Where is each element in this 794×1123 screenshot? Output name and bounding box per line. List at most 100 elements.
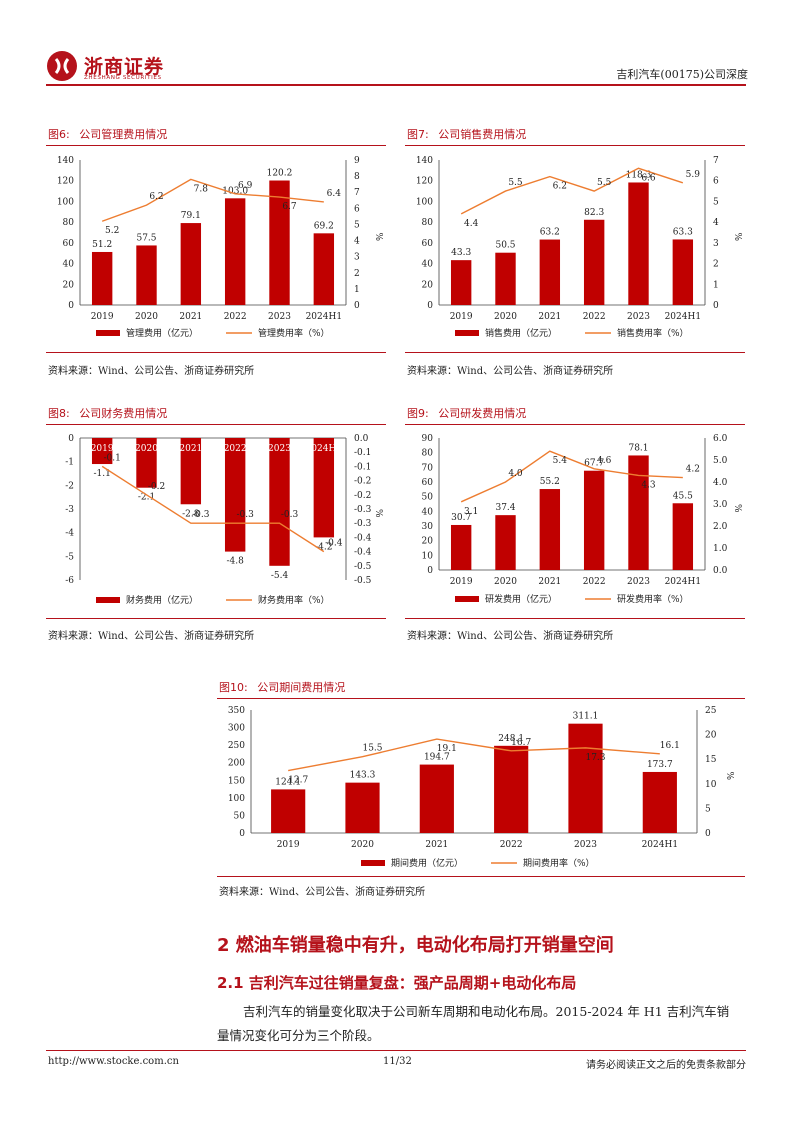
- y-right-tick-label: 4: [713, 218, 719, 228]
- x-tick-label: 2022: [500, 840, 523, 850]
- y-right-tick-label: 5: [713, 197, 719, 207]
- y-left-tick-label: 60: [422, 478, 434, 488]
- line-series: [101, 178, 324, 222]
- y-left-tick-label: 0: [68, 301, 74, 311]
- logo-subtitle: ZHESHANG SECURITIES: [84, 75, 162, 81]
- figure-10-label: 图10:: [219, 681, 248, 694]
- y-right-tick-label: -0.2: [354, 491, 371, 501]
- figure-9-title-text: 公司研发费用情况: [438, 407, 527, 420]
- bar-data-label: 120.2: [267, 169, 293, 179]
- y-left-tick-label: 120: [416, 177, 433, 187]
- bar: [495, 515, 516, 570]
- x-tick-label: 2022: [583, 577, 606, 587]
- bar-data-label: 57.5: [136, 233, 156, 243]
- figure-9-chart: 0 10 20 30 40 50 60 70 80 90 0.0 1.0 2.0 3.0 4.0 5.0 6.0…: [405, 428, 745, 616]
- y-left-tick-label: 10: [422, 551, 434, 561]
- y-left-tick-label: 80: [63, 218, 75, 228]
- body-paragraph: 吉利汽车的销量变化取决于公司新车周期和电动化布局。2015-2024 年 H1 …: [217, 1000, 747, 1048]
- footer-url[interactable]: http://www.stocke.com.cn: [48, 1056, 179, 1067]
- y-left-tick-label: -1: [65, 458, 74, 468]
- footer-disclaimer: 请务必阅读正文之后的免责条款部分: [586, 1060, 746, 1071]
- figure-7-title: 图7: 公司销售费用情况: [407, 126, 526, 142]
- line-data-label: 6.2: [149, 192, 163, 202]
- figure-10-chart-svg: 0 50 100 150 200 250 300 350 0 5 10 15 20 25% 2019 124.…: [228, 706, 734, 869]
- y-right-tick-label: 6: [713, 177, 719, 187]
- y-right-tick-label: 3: [354, 253, 360, 263]
- y-right-tick-label: 25: [705, 706, 717, 716]
- figure-10-title: 图10: 公司期间费用情况: [219, 679, 345, 695]
- bar: [450, 260, 472, 305]
- x-tick-label: 2020: [351, 840, 374, 850]
- x-tick-label: 2024H1: [306, 312, 342, 322]
- y-left-tick-label: 0: [239, 829, 245, 839]
- bar-data-label: -4.8: [226, 557, 244, 567]
- figure-7-bottom-rule: [405, 352, 745, 353]
- bar-data-label: 78.1: [628, 443, 648, 453]
- line-data-label: -0.2: [148, 482, 165, 492]
- x-tick-label: 2020: [135, 312, 158, 322]
- x-tick-label: 2023: [627, 577, 650, 587]
- y-right-tick-label: 3: [713, 239, 719, 249]
- figure-9-chart-svg: 0 10 20 30 40 50 60 70 80 90 0.0 1.0 2.0 3.0 4.0 5.0 6.0…: [422, 434, 742, 605]
- x-tick-label: 2022: [224, 312, 247, 322]
- y-right-tick-label: 5: [354, 220, 360, 230]
- y-right-tick-label: 5.0: [713, 456, 728, 466]
- y-right-axis-label: %: [732, 504, 742, 513]
- y-right-tick-label: 0.0: [354, 434, 369, 444]
- y-right-tick-label: 10: [705, 780, 717, 790]
- figure-9-title: 图9: 公司研发费用情况: [407, 405, 526, 421]
- legend-line-label: 期间费用率（%）: [523, 857, 595, 869]
- y-left-tick-label: 100: [228, 794, 245, 804]
- line-data-label: 12.7: [288, 776, 308, 786]
- bar: [224, 198, 246, 305]
- x-tick-label: 2024H1: [665, 577, 701, 587]
- bar: [269, 180, 290, 305]
- y-right-tick-label: 9: [354, 156, 360, 166]
- line-data-label: -0.3: [281, 510, 299, 520]
- line-data-label: 6.6: [641, 173, 656, 183]
- x-tick-label: 2023: [574, 840, 597, 850]
- legend-bar-swatch: [361, 860, 385, 866]
- bar: [269, 438, 290, 566]
- line-series: [460, 167, 684, 215]
- y-right-tick-label: -0.5: [354, 562, 372, 572]
- y-right-tick-label: 2: [713, 260, 719, 270]
- y-right-tick-label: 20: [705, 731, 717, 741]
- x-tick-label: 2021: [425, 840, 448, 850]
- x-tick-label: 2019: [450, 312, 473, 322]
- bar-data-label: 311.1: [573, 712, 599, 722]
- y-right-tick-label: 8: [354, 172, 360, 182]
- y-right-tick-label: -0.1: [354, 462, 371, 472]
- y-right-tick-label: -0.4: [354, 548, 372, 558]
- line-data-label: 5.2: [105, 226, 119, 236]
- figure-6-chart: 0 20 40 60 80 100 120 140 0 1 2 3 4 5 6 7 8 9% 2019 51.2 202…: [46, 150, 386, 350]
- legend-bar-label: 研发费用（亿元）: [485, 593, 557, 605]
- y-right-tick-label: 2.0: [713, 522, 728, 532]
- x-tick-label: 2021: [538, 312, 561, 322]
- figure-10-bottom-rule: [217, 876, 745, 877]
- bar-data-label: 30.7: [451, 513, 471, 523]
- figure-6-rule: [46, 145, 386, 146]
- bar: [672, 503, 694, 570]
- x-tick-label: 2021: [179, 444, 202, 454]
- x-tick-label: 2020: [135, 444, 158, 454]
- figure-6-label: 图6:: [48, 128, 70, 141]
- figure-7-rule: [405, 145, 745, 146]
- y-right-tick-label: -0.4: [354, 533, 372, 543]
- y-right-tick-label: 3.0: [713, 500, 728, 510]
- bar: [539, 239, 561, 305]
- bar: [568, 723, 603, 833]
- bar-data-label: -5.4: [271, 571, 289, 581]
- y-left-tick-label: -6: [65, 576, 74, 586]
- body-paragraph-line-2: 量情况变化可分为三个阶段。: [217, 1028, 380, 1043]
- bar-data-label: 51.2: [92, 240, 112, 250]
- line-data-label: 6.4: [327, 189, 342, 199]
- y-left-tick-label: 50: [422, 493, 434, 503]
- bar: [450, 524, 472, 570]
- bar: [628, 455, 649, 570]
- bar-data-label: 248.1: [498, 734, 524, 744]
- y-left-tick-label: 50: [234, 811, 246, 821]
- bar: [313, 438, 335, 538]
- y-left-tick-label: 40: [422, 507, 434, 517]
- x-tick-label: 2019: [277, 840, 300, 850]
